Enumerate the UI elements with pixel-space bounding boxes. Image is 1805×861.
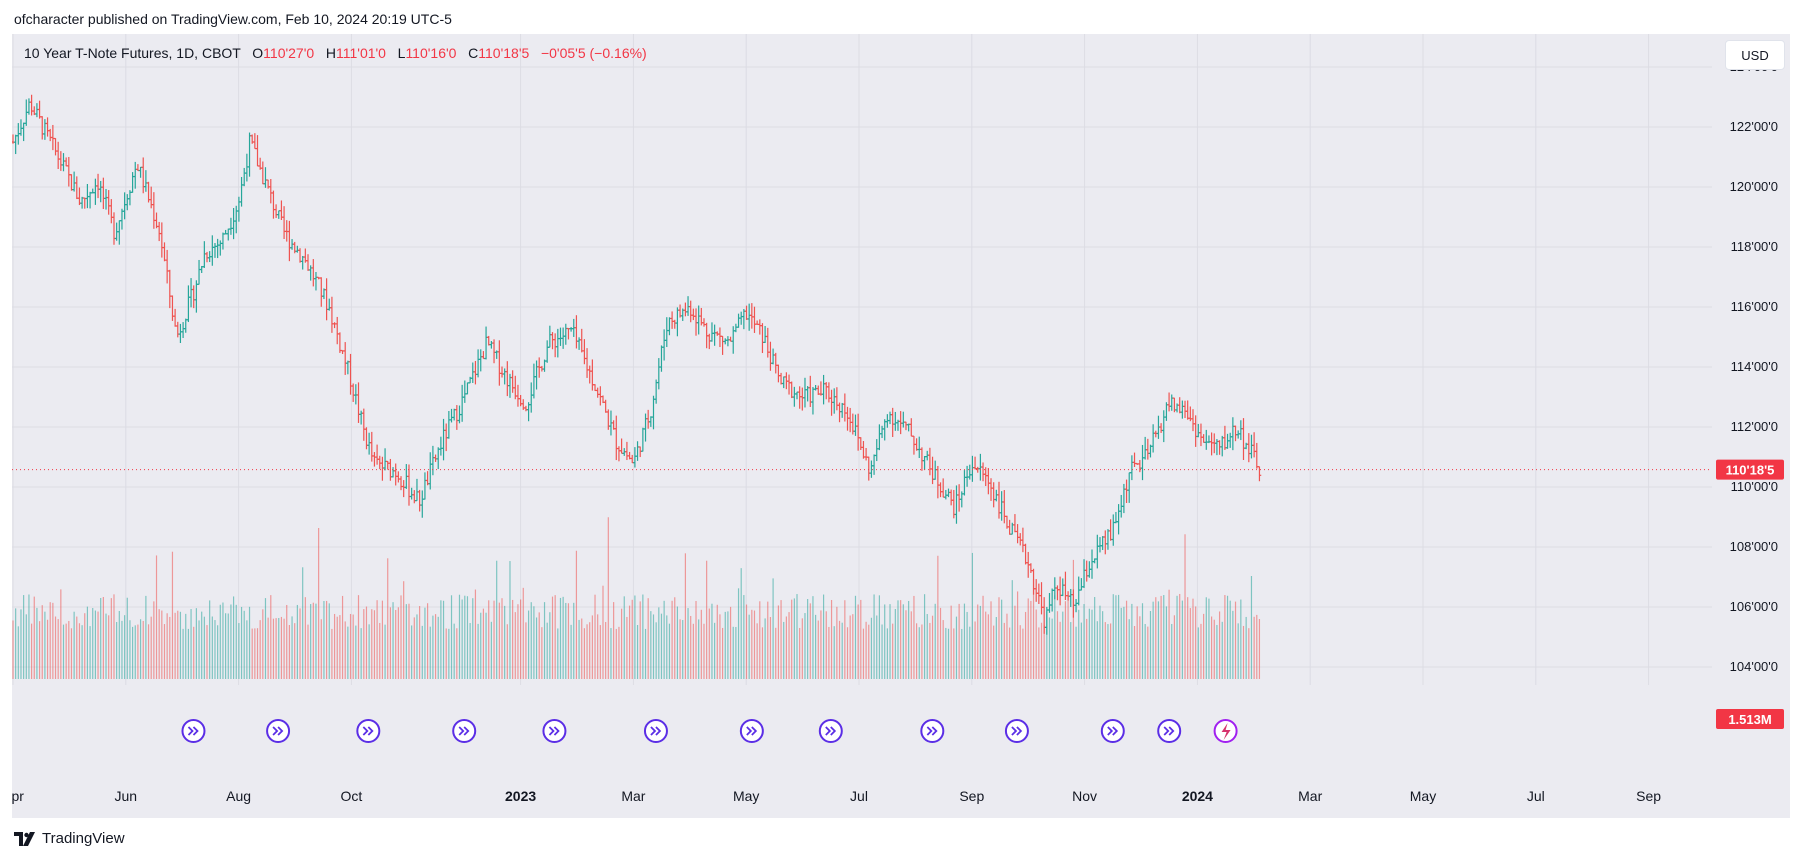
published-text: ofcharacter published on TradingView.com… — [14, 11, 452, 27]
currency-button[interactable]: USD — [1725, 40, 1785, 70]
event-marker-icon[interactable] — [452, 719, 477, 743]
chart-area[interactable]: 104'00'0 106'00'0 108'00'0 110'00'0 112'00'0… — [12, 34, 1790, 818]
last-price-tag-text: 110'18'5 — [1726, 463, 1775, 478]
legend-low-value: 110'16'0 — [405, 45, 457, 61]
event-marker-chevrons — [362, 726, 374, 736]
event-marker-chevrons — [825, 726, 837, 736]
event-marker-icon[interactable] — [643, 719, 668, 743]
lightning-bolt — [1221, 723, 1231, 740]
event-marker-icon[interactable] — [739, 719, 764, 743]
event-marker-chevrons — [1107, 726, 1119, 736]
legend-open-value: 110'27'0 — [263, 45, 315, 61]
footer-brand[interactable]: TradingView — [14, 830, 125, 847]
legend-close-label: C — [468, 45, 479, 61]
y-tick-label: 104'00'0 — [1730, 659, 1778, 674]
event-marker-icon[interactable] — [1157, 719, 1182, 743]
y-tick-label: 110'00'0 — [1731, 479, 1778, 494]
last-volume-tag-bg — [1716, 709, 1784, 729]
last-volume-tag: 1.513M — [1716, 709, 1784, 729]
symbol-legend: 10 Year T-Note Futures, 1D, CBOT O110'27… — [24, 45, 647, 61]
currency-label: USD — [1741, 47, 1769, 63]
x-tick-label: May — [733, 788, 759, 804]
y-tick-label: 108'00'0 — [1730, 539, 1778, 554]
event-marker-chevrons — [548, 726, 560, 736]
x-tick-label: 2023 — [505, 788, 536, 804]
y-tick-label: 116'00'0 — [1731, 299, 1778, 314]
event-marker-chevrons — [1163, 726, 1175, 736]
x-tick-label: Sep — [959, 788, 984, 804]
legend-low-label: L — [397, 45, 406, 61]
x-tick-label: May — [1410, 788, 1436, 804]
event-marker-chevrons — [187, 726, 199, 736]
event-marker-icon[interactable] — [356, 719, 381, 743]
event-marker-icon[interactable] — [1004, 719, 1029, 743]
event-marker-chevrons — [650, 726, 662, 736]
x-tick-label: Oct — [341, 788, 363, 804]
y-tick-label: 106'00'0 — [1730, 599, 1778, 614]
event-marker-chevrons — [746, 726, 758, 736]
x-tick-label: Mar — [621, 788, 645, 804]
event-marker-chevrons — [458, 726, 470, 736]
price-chart[interactable]: 104'00'0 106'00'0 108'00'0 110'00'0 112'00'0… — [12, 34, 1790, 818]
y-tick-label: 112'00'0 — [1731, 419, 1778, 434]
x-tick-label: Nov — [1072, 788, 1097, 804]
y-tick-label: 120'00'0 — [1730, 179, 1778, 194]
event-marker-icon[interactable] — [266, 719, 291, 743]
event-marker-icon[interactable] — [818, 719, 843, 743]
event-marker-chevrons — [926, 726, 938, 736]
event-marker-icon[interactable] — [542, 719, 567, 743]
y-tick-label: 118'00'0 — [1731, 239, 1778, 254]
legend-symbol: 10 Year T-Note Futures, 1D, CBOT — [24, 45, 241, 61]
event-marker-chevrons — [1011, 726, 1023, 736]
y-tick-label: 122'00'0 — [1730, 119, 1778, 134]
legend-close-value: 110'18'5 — [478, 45, 530, 61]
event-marker-icon[interactable] — [920, 719, 945, 743]
x-tick-label: Sep — [1636, 788, 1661, 804]
x-tick-label: Aug — [226, 788, 251, 804]
event-marker-chevrons — [272, 726, 284, 736]
x-tick-label: Mar — [1298, 788, 1322, 804]
last-price-tag: 110'18'5 — [1716, 459, 1784, 480]
x-tick-label: Jun — [115, 788, 138, 804]
legend-change-value: −0'05'5 (−0.16%) — [540, 45, 647, 61]
last-volume-tag-text: 1.513M — [1728, 712, 1771, 727]
legend-open-label: O — [252, 45, 264, 61]
event-marker-icon[interactable] — [1100, 719, 1125, 743]
x-tick-label: Jul — [1527, 788, 1545, 804]
legend-high-label: H — [325, 45, 336, 61]
brand-name: TradingView — [42, 830, 125, 847]
last-price-tag-bg — [1716, 459, 1784, 480]
x-tick-label: 2024 — [1182, 788, 1213, 804]
earnings-lightning-icon[interactable] — [1213, 719, 1238, 743]
publisher-header: ofcharacter published on TradingView.com… — [14, 11, 452, 27]
event-marker-icon[interactable] — [181, 719, 206, 743]
x-tick-label: Jul — [850, 788, 868, 804]
legend-high-value: 111'01'0 — [335, 45, 386, 61]
tradingview-logo-icon — [14, 831, 35, 846]
x-tick-label: Apr — [12, 788, 24, 804]
y-tick-label: 114'00'0 — [1731, 359, 1778, 374]
